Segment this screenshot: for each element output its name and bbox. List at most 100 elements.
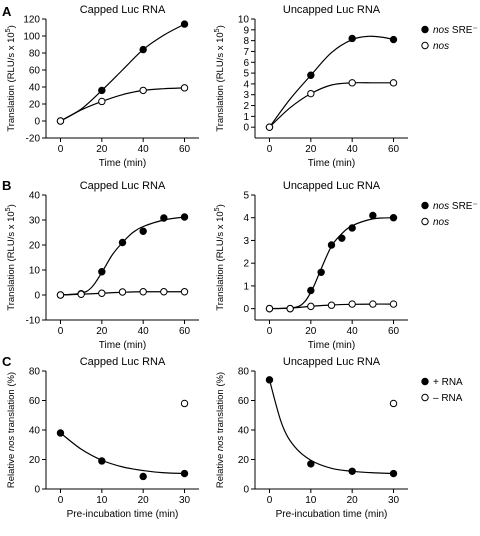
y-tick-label: 6 [243, 58, 249, 69]
data-point-open [56, 117, 65, 125]
y-tick-label: 30 [29, 216, 41, 227]
chart-title: Capped Luc RNA [80, 356, 166, 368]
series-curve-1 [60, 87, 185, 122]
x-tick-label: 0 [267, 144, 273, 155]
data-point-open [389, 79, 398, 87]
panel-letter-c: C [2, 354, 12, 369]
data-point-filled [317, 268, 325, 276]
y-tick-label: 0 [243, 304, 249, 315]
x-tick-label: 60 [388, 144, 400, 155]
data-point-open [307, 89, 315, 98]
y-tick-label: -10 [26, 316, 41, 327]
legend-marker [421, 25, 429, 34]
legend-marker [421, 217, 429, 226]
data-point-filled [389, 214, 398, 222]
x-tick-label: 30 [179, 495, 191, 506]
y-tick-label: 100 [23, 32, 40, 43]
data-point-open [118, 288, 127, 296]
legend-marker [421, 201, 429, 210]
y-tick-label: 0 [243, 123, 249, 134]
legend-label-text: SRE⁻ [449, 201, 478, 212]
data-point-open [327, 301, 336, 309]
data-point-open [56, 291, 65, 299]
x-tick-label: 20 [96, 144, 108, 155]
data-point-open [180, 399, 189, 408]
y-axis-label: Relative nos translation (%) [6, 372, 17, 488]
series-curve-1 [269, 82, 394, 128]
y-label-text: translation (%) [6, 372, 17, 436]
legend-label: nos [433, 217, 449, 228]
data-point-open [265, 304, 274, 313]
data-point-open [348, 79, 356, 87]
data-point-filled [139, 227, 147, 235]
x-axis-label: Time (min) [99, 158, 146, 169]
y-tick-label: 9 [243, 25, 249, 36]
data-point-open [265, 123, 274, 131]
x-axis-label: Time (min) [308, 340, 355, 351]
chart-A-left: Capped Luc RNA -20 0 20 40 60 80 100 120 0 20 40 60 T… [5, 4, 199, 169]
data-point-filled [307, 460, 315, 468]
x-axis-label: Pre-incubation time (min) [67, 509, 179, 520]
x-tick-label: 10 [96, 495, 108, 506]
data-point-filled [389, 35, 398, 44]
y-tick-label: 1 [243, 281, 249, 292]
data-point-filled [180, 213, 189, 221]
y-tick-label: 20 [29, 100, 41, 111]
data-point-open [139, 86, 147, 95]
data-point-filled [160, 214, 168, 222]
data-point-open [160, 288, 168, 296]
data-point-open [307, 302, 315, 311]
y-axis-label: Relative nos translation (%) [215, 372, 226, 488]
chart-C-right: Uncapped Luc RNA 0 20 40 60 80 0 10 20 30Pre-incu… [215, 356, 463, 520]
panel-letter-a: A [2, 4, 12, 19]
data-point-filled [338, 234, 346, 242]
chart-title: Capped Luc RNA [80, 4, 166, 16]
y-tick-label: 3 [243, 236, 249, 247]
y-tick-label: 5 [243, 69, 249, 80]
x-tick-label: 60 [179, 144, 191, 155]
y-tick-label: 2 [243, 259, 249, 270]
y-tick-label: 3 [243, 90, 249, 101]
y-tick-label: 20 [29, 241, 41, 252]
x-axis-label: Pre-incubation time (min) [276, 509, 388, 520]
x-axis-label: Time (min) [308, 158, 355, 169]
legend-marker [421, 393, 429, 402]
x-tick-label: 0 [267, 326, 273, 337]
y-tick-label: -20 [26, 134, 41, 145]
x-tick-label: 40 [347, 144, 359, 155]
chart-B-left: Capped Luc RNA -10 0 10 20 30 40 0 20 40 60 Time (m… [5, 180, 199, 351]
x-tick-label: 10 [305, 495, 317, 506]
y-label-text: Translation (RLU/s x 10 [6, 32, 17, 131]
y-label-text: ) [6, 204, 17, 207]
x-tick-label: 30 [388, 495, 400, 506]
legend-label-italic: nos [433, 41, 449, 52]
series-curve-0 [60, 23, 185, 122]
y-label-text: ) [6, 25, 17, 28]
y-label-text: ) [215, 204, 226, 207]
data-point-open [180, 288, 189, 296]
panel-letter-b: B [2, 178, 11, 193]
y-tick-label: 120 [23, 15, 40, 26]
data-point-filled [348, 224, 356, 232]
x-tick-label: 0 [58, 326, 64, 337]
x-tick-label: 20 [305, 144, 317, 155]
chart-title: Capped Luc RNA [80, 180, 166, 192]
y-axis-label: Translation (RLU/s x 105) [5, 25, 17, 132]
legend-label: + RNA [433, 377, 463, 388]
y-tick-label: 2 [243, 101, 249, 112]
data-point-filled [327, 241, 336, 249]
legend-label: nos [433, 41, 449, 52]
y-label-text: Relative [6, 451, 17, 488]
legend-label: – RNA [433, 393, 463, 404]
y-axis-label: Translation (RLU/s x 105) [5, 204, 17, 311]
y-label-italic: nos [6, 436, 17, 452]
x-tick-label: 60 [179, 326, 191, 337]
y-tick-label: 80 [29, 49, 41, 60]
y-tick-label: 0 [34, 485, 40, 496]
data-point-filled [307, 71, 315, 79]
y-tick-label: 5 [243, 191, 249, 202]
y-axis-label: Translation (RLU/s x 105) [214, 204, 226, 311]
legend-label-italic: nos [433, 25, 449, 36]
x-tick-label: 20 [138, 495, 150, 506]
y-tick-label: 0 [34, 117, 40, 128]
